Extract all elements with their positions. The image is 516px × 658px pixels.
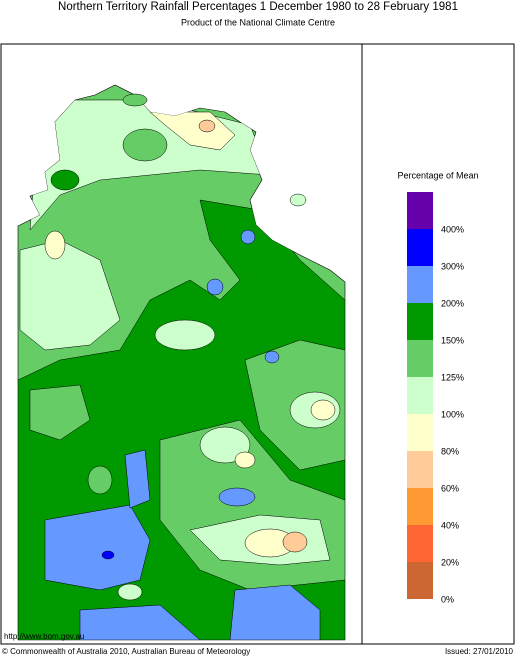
subtitle: Product of the National Climate Centre xyxy=(181,17,335,27)
zone-125-150 xyxy=(122,128,168,162)
swatch xyxy=(407,229,433,266)
zone-125-150 xyxy=(87,465,113,495)
map xyxy=(17,84,346,641)
legend-label: 0% xyxy=(441,594,454,604)
legend-label: 100% xyxy=(441,409,464,419)
legend-label: 80% xyxy=(441,446,459,456)
source-url: http://www.bom.gov.au xyxy=(4,632,84,641)
legend-title: Percentage of Mean xyxy=(397,170,478,180)
legend-label: 125% xyxy=(441,372,464,382)
swatch xyxy=(407,266,433,303)
zone-80-100 xyxy=(310,399,336,421)
zone-100-125 xyxy=(154,319,216,351)
legend-label: 150% xyxy=(441,335,464,345)
swatch xyxy=(407,340,433,377)
legend-label: 40% xyxy=(441,520,459,530)
swatch xyxy=(407,192,433,229)
zone-60-80 xyxy=(282,531,308,553)
swatch xyxy=(407,451,433,488)
zone-100-125 xyxy=(199,426,251,464)
zone-80-100 xyxy=(234,451,256,469)
title: Northern Territory Rainfall Percentages … xyxy=(58,1,458,13)
legend-labels: 400% 300% 200% 150% 125% 100% 80% 60% 40% 20% 0% xyxy=(441,224,464,604)
legend-label: 20% xyxy=(441,557,459,567)
zone-100-125 xyxy=(19,239,121,351)
zone-200-300 xyxy=(206,278,224,296)
legend-label: 200% xyxy=(441,298,464,308)
zone-200-300 xyxy=(44,504,151,591)
zone-200-300 xyxy=(229,584,321,640)
legend-label: 300% xyxy=(441,261,464,271)
copyright: © Commonwealth of Australia 2010, Austra… xyxy=(2,647,250,656)
swatch xyxy=(407,562,433,599)
zone-100-125 xyxy=(117,583,143,601)
zone-80-100 xyxy=(44,230,66,260)
zone-200-300 xyxy=(124,449,151,509)
zone-200-300 xyxy=(218,487,256,507)
swatch xyxy=(407,525,433,562)
island xyxy=(289,193,307,207)
island xyxy=(122,93,148,107)
legend-label: 400% xyxy=(441,224,464,234)
frame xyxy=(0,43,515,645)
legend-swatches xyxy=(407,192,433,599)
swatch xyxy=(407,414,433,451)
zone-125-150 xyxy=(29,384,91,441)
swatch xyxy=(407,488,433,525)
legend-label: 60% xyxy=(441,483,459,493)
zone-200-300 xyxy=(240,229,256,245)
issued-date: Issued: 27/01/2010 xyxy=(445,647,514,656)
zone-200-300 xyxy=(264,350,280,364)
zone-300-400 xyxy=(101,550,115,560)
swatch xyxy=(407,303,433,340)
zone-60-80 xyxy=(198,119,216,133)
swatch xyxy=(407,377,433,414)
zone-200-300 xyxy=(79,604,201,640)
zone-80-100 xyxy=(149,111,236,151)
zone-150-200 xyxy=(50,169,80,191)
